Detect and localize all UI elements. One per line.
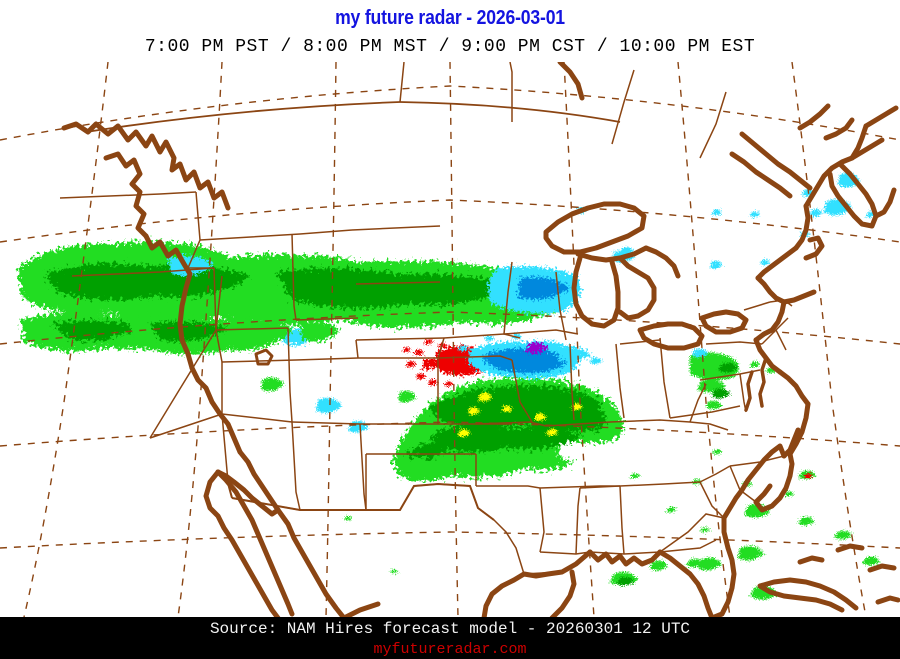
echo-snow-shield: [468, 341, 590, 379]
state-border-layer: [59, 62, 793, 575]
radar-map[interactable]: [0, 62, 900, 617]
website-link[interactable]: myfutureradar.com: [373, 641, 527, 658]
radar-map-canvas[interactable]: [0, 62, 900, 617]
echo-heavy-rain-cores: [458, 392, 582, 437]
echo-ice-speckles: [402, 339, 453, 387]
footer: Source: NAM Hires forecast model - 20260…: [0, 617, 900, 659]
coastline-layer: [61, 62, 900, 617]
country-border-layer: [225, 475, 495, 521]
header: my future radar - 2026-03-01 7:00 PM PST…: [0, 0, 900, 62]
timezone-line: 7:00 PM PST / 8:00 PM MST / 9:00 PM CST …: [144, 37, 756, 57]
source-attribution: Source: NAM Hires forecast model - 20260…: [209, 620, 691, 638]
echo-florida-gulf: [610, 470, 880, 600]
echo-northern-rockies: [126, 313, 340, 355]
graticule-layer: [0, 62, 900, 617]
echo-mississippi-valley-rain: [392, 377, 623, 481]
page-title: my future radar - 2026-03-01: [335, 7, 565, 29]
